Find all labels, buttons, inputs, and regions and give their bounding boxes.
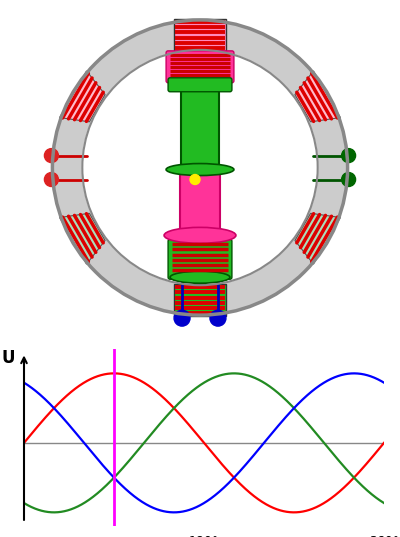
Ellipse shape — [164, 227, 236, 243]
Polygon shape — [295, 71, 340, 122]
Circle shape — [342, 149, 356, 163]
Circle shape — [174, 310, 190, 326]
Circle shape — [44, 149, 58, 163]
Ellipse shape — [170, 271, 230, 283]
Text: U: U — [1, 349, 15, 367]
Circle shape — [44, 172, 58, 186]
FancyBboxPatch shape — [168, 240, 232, 279]
FancyBboxPatch shape — [168, 78, 232, 92]
Polygon shape — [60, 71, 105, 122]
Polygon shape — [60, 213, 105, 264]
FancyBboxPatch shape — [166, 51, 234, 83]
Ellipse shape — [166, 164, 234, 176]
FancyBboxPatch shape — [180, 168, 220, 235]
Polygon shape — [295, 213, 340, 264]
Circle shape — [82, 50, 318, 285]
Polygon shape — [174, 19, 226, 51]
Polygon shape — [174, 284, 226, 316]
FancyBboxPatch shape — [181, 80, 219, 170]
Circle shape — [190, 175, 200, 185]
Circle shape — [342, 172, 356, 186]
Circle shape — [52, 20, 348, 315]
Circle shape — [210, 310, 226, 326]
